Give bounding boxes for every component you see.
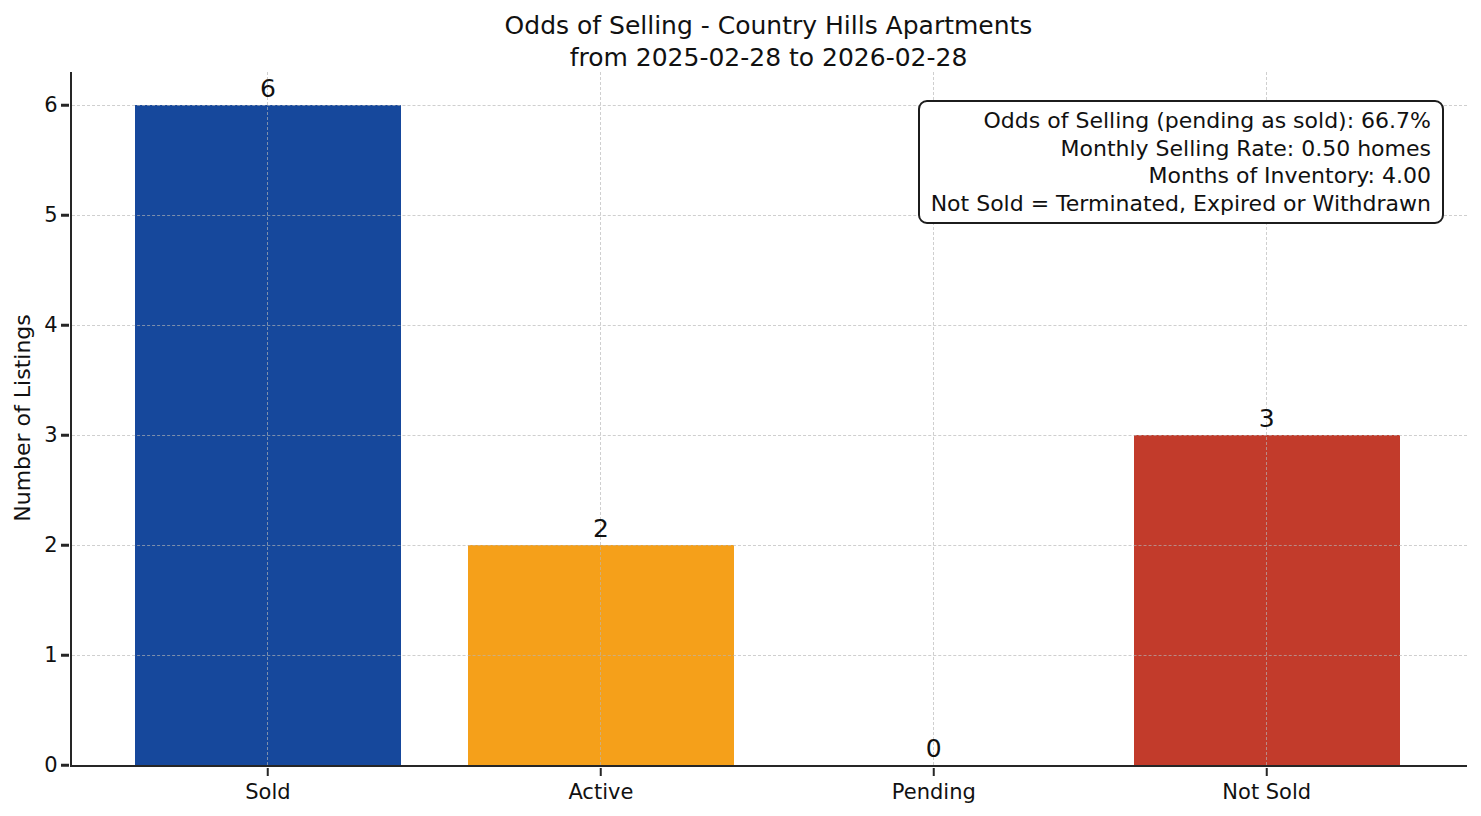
y-tick-mark <box>61 544 69 547</box>
x-tick-label-active: Active <box>568 780 633 804</box>
chart-title-line-1: Odds of Selling - Country Hills Apartmen… <box>70 10 1467 42</box>
figure: Odds of Selling - Country Hills Apartmen… <box>0 0 1481 816</box>
y-tick-label: 6 <box>44 93 57 117</box>
y-tick-label: 5 <box>44 203 57 227</box>
annotation-line: Monthly Selling Rate: 0.50 homes <box>931 135 1431 163</box>
y-tick-mark <box>61 764 69 767</box>
annotation-line: Not Sold = Terminated, Expired or Withdr… <box>931 190 1431 218</box>
x-tick-mark <box>267 768 270 776</box>
bar-value-label: 0 <box>926 736 942 761</box>
y-tick-mark <box>61 324 69 327</box>
bar-value-label: 3 <box>1259 406 1275 431</box>
x-tick-mark <box>1265 768 1268 776</box>
y-tick-label: 0 <box>44 753 57 777</box>
x-tick-mark <box>600 768 603 776</box>
y-axis-label: Number of Listings <box>10 314 35 522</box>
gridline-horizontal <box>72 325 1467 326</box>
gridline-horizontal <box>72 435 1467 436</box>
chart-title: Odds of Selling - Country Hills Apartmen… <box>70 10 1467 74</box>
bar-value-label: 6 <box>260 76 276 101</box>
y-tick-mark <box>61 654 69 657</box>
chart-title-line-2: from 2025-02-28 to 2026-02-28 <box>70 42 1467 74</box>
y-tick-label: 1 <box>44 643 57 667</box>
y-tick-label: 2 <box>44 533 57 557</box>
y-tick-mark <box>61 104 69 107</box>
y-tick-label: 3 <box>44 423 57 447</box>
stats-annotation-box: Odds of Selling (pending as sold): 66.7%… <box>918 100 1444 224</box>
gridline-vertical <box>267 72 268 765</box>
x-tick-label-not-sold: Not Sold <box>1222 780 1311 804</box>
annotation-line: Months of Inventory: 4.00 <box>931 162 1431 190</box>
gridline-vertical <box>600 72 601 765</box>
x-tick-label-pending: Pending <box>892 780 976 804</box>
bar-value-label: 2 <box>593 516 609 541</box>
x-tick-label-sold: Sold <box>245 780 290 804</box>
y-tick-mark <box>61 214 69 217</box>
gridline-horizontal <box>72 655 1467 656</box>
gridline-horizontal <box>72 545 1467 546</box>
y-tick-label: 4 <box>44 313 57 337</box>
x-tick-mark <box>933 768 936 776</box>
y-tick-mark <box>61 434 69 437</box>
annotation-line: Odds of Selling (pending as sold): 66.7% <box>931 107 1431 135</box>
